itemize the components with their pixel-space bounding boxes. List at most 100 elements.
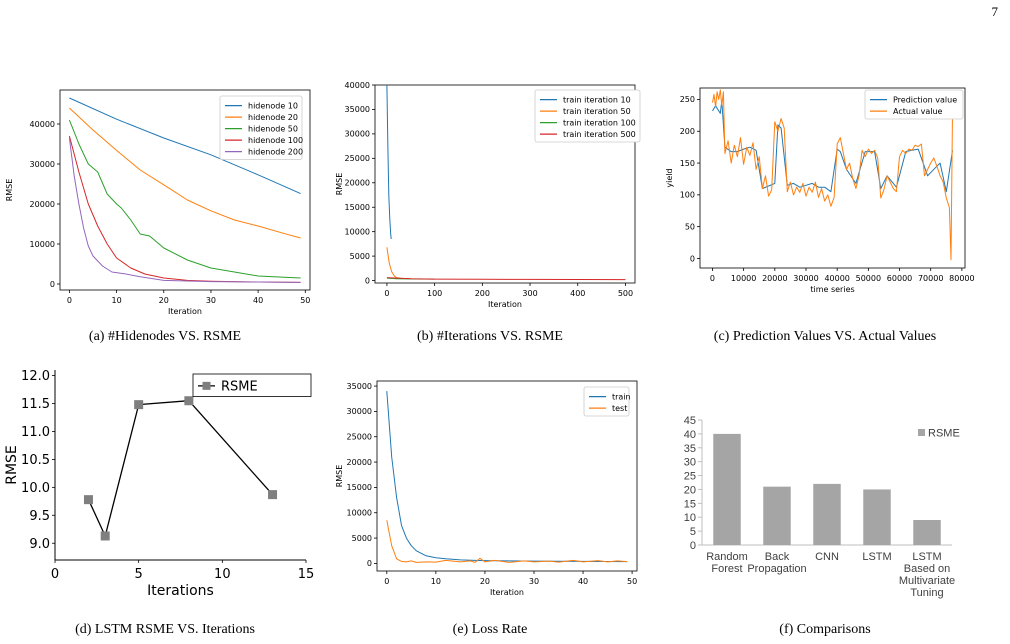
- page-number: 7: [991, 4, 999, 19]
- y-tick-label: 0: [690, 254, 695, 263]
- x-tick-label: 0: [51, 567, 59, 582]
- y-axis-label: RMSE: [335, 173, 344, 196]
- series-line-3: [386, 277, 626, 281]
- series-line-0: [386, 391, 628, 563]
- data-point: [268, 490, 278, 500]
- y-tick-label: 30: [684, 457, 696, 469]
- y-tick-label: 30000: [345, 130, 370, 139]
- y-tick-label: 200: [680, 127, 695, 136]
- y-tick-label: 25000: [347, 433, 372, 442]
- y-tick-label: 0: [367, 559, 372, 568]
- plot-frame: [376, 380, 638, 572]
- legend-box: [534, 89, 641, 143]
- x-tick-label: 30: [206, 296, 216, 305]
- legend-box: [583, 386, 630, 417]
- category-label: Random: [706, 551, 748, 563]
- y-tick-label: 25: [684, 471, 696, 483]
- y-axis-label: RMSE: [5, 179, 14, 202]
- iterations-chart: 0 100 200 300 400 500050001000015000200002500…: [335, 81, 641, 309]
- x-axis-label: Iteration: [490, 588, 524, 597]
- y-tick-label: 0: [690, 540, 696, 552]
- legend-box: [219, 95, 303, 160]
- caption-a: (a) #Hidenodes VS. RSME: [88, 329, 242, 344]
- data-point: [184, 396, 194, 406]
- y-tick-label: 20000: [30, 200, 55, 209]
- category-label: Propagation: [747, 563, 806, 575]
- bar: [763, 486, 791, 545]
- category-label: LSTM: [862, 551, 891, 563]
- series-line-0: [69, 97, 301, 195]
- bar: [813, 483, 841, 545]
- series-line-1: [712, 89, 953, 261]
- x-tick-label: 50: [300, 296, 310, 305]
- y-tick-label: 10000: [30, 240, 55, 249]
- legend-label: train iteration 50: [563, 107, 631, 116]
- x-tick-label: 40: [253, 296, 263, 305]
- plot-frame: [374, 84, 636, 284]
- y-tick-label: 30000: [30, 160, 55, 169]
- y-tick-label: 5000: [352, 534, 372, 543]
- x-tick-label: 0: [384, 289, 389, 298]
- y-tick-label: 5000: [350, 252, 370, 261]
- y-tick-label: 15: [684, 498, 696, 510]
- y-tick-label: 20: [684, 484, 696, 496]
- y-tick-label: 0: [365, 276, 370, 285]
- y-tick-label: 12.0: [21, 369, 50, 384]
- legend-box: [192, 373, 312, 397]
- y-tick-label: 40: [684, 429, 696, 441]
- bar: [913, 520, 941, 545]
- x-tick-label: 20: [159, 296, 169, 305]
- x-tick-label: 40: [578, 577, 588, 586]
- y-tick-label: 9.5: [29, 509, 50, 524]
- y-tick-label: 10000: [347, 509, 372, 518]
- x-tick-label: 80000: [949, 274, 974, 283]
- y-tick-label: 11.5: [21, 397, 50, 412]
- legend-label: train: [612, 392, 631, 401]
- y-axis-label: RMSE: [335, 465, 344, 488]
- lstm-rsme-chart: 0 5 10 15 9.0 9.5 10.0 10.5 11.0 11.5 12.0 Iteratio…: [4, 369, 314, 599]
- x-axis-label: Iteration: [488, 300, 522, 309]
- x-tick-label: 70000: [918, 274, 943, 283]
- y-tick-label: 20000: [345, 179, 370, 188]
- x-tick-label: 30: [529, 577, 539, 586]
- y-tick-label: 9.0: [29, 537, 50, 552]
- series-line-1: [69, 107, 301, 239]
- caption-b: (b) #Iterations VS. RSME: [417, 329, 563, 344]
- plot-frame: [699, 87, 966, 269]
- series-line-0: [87, 400, 273, 537]
- hidenodes-chart-panel: 0 10 20 30 40 50 0 10000 20000 30000 40000 Iteratio…: [0, 80, 330, 316]
- legend-label: train iteration 500: [563, 130, 636, 139]
- x-axis-label: time series: [810, 285, 854, 294]
- series-line-2: [68, 119, 301, 279]
- y-tick-label: 40000: [345, 81, 370, 90]
- x-tick-label: 0: [710, 274, 715, 283]
- plot-frame: [59, 89, 311, 291]
- x-tick-label: 20000: [762, 274, 787, 283]
- category-label: Back: [765, 551, 790, 563]
- y-tick-label: 10.5: [21, 453, 50, 468]
- y-tick-label: 45: [684, 415, 696, 427]
- legend-label: hidenode 20: [248, 113, 298, 122]
- y-tick-label: 11.0: [21, 425, 50, 440]
- category-label: CNN: [815, 551, 839, 563]
- y-tick-label: 0: [50, 280, 55, 289]
- y-tick-label: 150: [680, 159, 695, 168]
- y-tick-label: 15000: [345, 203, 370, 212]
- caption-c: (c) Prediction Values VS. Actual Values: [713, 329, 937, 344]
- y-tick-label: 100: [680, 191, 695, 200]
- x-tick-label: 20: [480, 577, 490, 586]
- category-label: Tuning: [910, 587, 943, 599]
- x-tick-label: 60000: [887, 274, 912, 283]
- x-tick-label: 50: [627, 577, 637, 586]
- loss-rate-chart: 0 10 20 30 40 50 0 5000 10000 15000 20000 25000 3000…: [335, 380, 638, 597]
- legend-swatch: [918, 429, 925, 436]
- data-point: [100, 531, 110, 541]
- data-point: [83, 495, 93, 505]
- legend-label: Actual value: [893, 107, 943, 116]
- data-point: [134, 400, 144, 410]
- y-tick-label: 20000: [347, 458, 372, 467]
- caption-f: (f) Comparisons: [779, 622, 871, 637]
- y-tick-label: 50: [685, 222, 695, 231]
- x-tick-label: 5: [135, 567, 143, 582]
- y-tick-label: 10.0: [21, 481, 50, 496]
